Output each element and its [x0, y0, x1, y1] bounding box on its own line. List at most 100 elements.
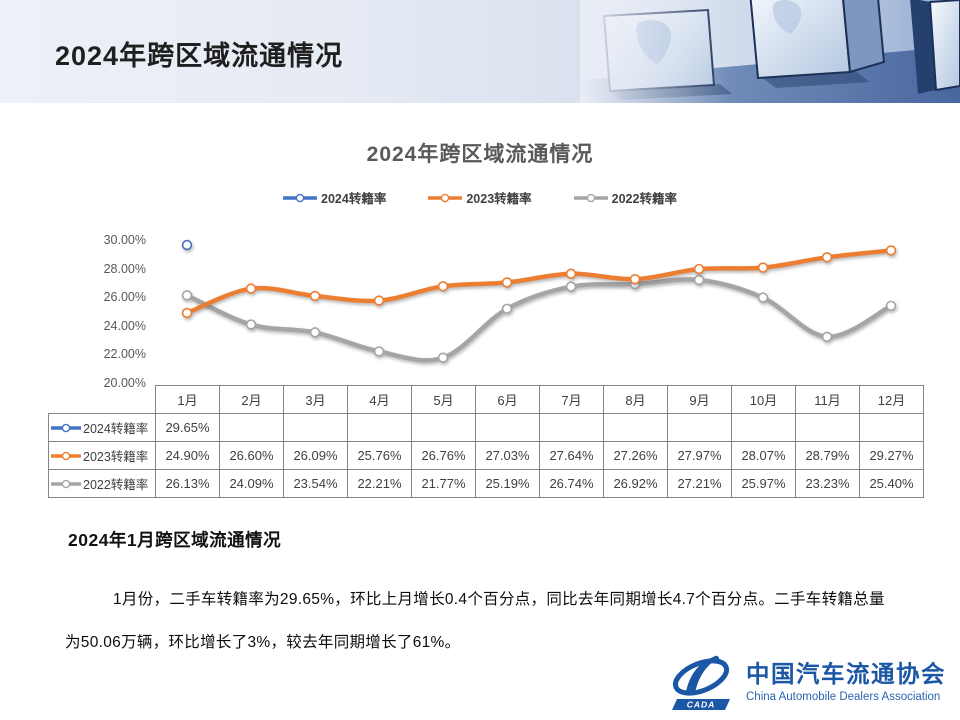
- data-point-marker: [693, 274, 705, 286]
- value-cell: 29.65%: [155, 413, 220, 442]
- series-2024转籍率: [181, 239, 193, 251]
- data-point-marker: [501, 303, 513, 314]
- value-cell: [731, 413, 796, 442]
- series-label-cell: 2022转籍率: [48, 469, 156, 498]
- legend-marker-icon: [428, 193, 463, 202]
- value-cell: 24.09%: [219, 469, 284, 498]
- legend-marker-icon: [51, 451, 81, 460]
- value-cell: 27.03%: [475, 441, 540, 470]
- data-point-marker: [885, 245, 897, 256]
- data-point-marker: [373, 346, 385, 357]
- series-2023转籍率: [181, 245, 897, 319]
- value-cell: 28.07%: [731, 441, 796, 470]
- legend-marker-icon: [283, 193, 318, 202]
- legend-marker-icon: [51, 423, 81, 432]
- value-cell: 27.26%: [603, 441, 668, 470]
- data-point-marker: [181, 239, 193, 251]
- y-axis-label: 26.00%: [103, 290, 146, 305]
- month-header-cell: 10月: [731, 385, 796, 414]
- legend-label: 2022转籍率: [611, 192, 677, 206]
- data-point-marker: [309, 327, 321, 338]
- value-cell: 25.97%: [731, 469, 796, 498]
- data-point-marker: [437, 352, 449, 363]
- series-label-cell: 2023转籍率: [48, 441, 156, 470]
- data-point-marker: [181, 307, 193, 319]
- org-name-en: China Automobile Dealers Association: [746, 690, 941, 703]
- chart-legend: 2024转籍率 2023转籍率 2022转籍率: [0, 188, 960, 207]
- series-line: [184, 248, 894, 316]
- value-cell: 26.09%: [283, 441, 348, 470]
- series-label-text: 2022转籍率: [83, 478, 149, 492]
- data-point-marker: [885, 300, 897, 311]
- slide-header: 2024年跨区域流通情况: [0, 0, 960, 103]
- value-cell: 23.23%: [795, 469, 860, 498]
- value-cell: [283, 413, 348, 442]
- footer-logo: CADA 中国汽车流通协会 China Automobile Dealers A…: [667, 654, 946, 712]
- data-point-marker: [693, 263, 705, 275]
- month-header-cell: 8月: [603, 385, 668, 414]
- series-label: 2022转籍率: [51, 474, 155, 493]
- data-point-marker: [757, 292, 769, 303]
- value-cell: 23.54%: [283, 469, 348, 498]
- series-2022转籍率: [181, 274, 897, 363]
- value-cell: 25.76%: [347, 441, 412, 470]
- paragraph-line-1: 1月份，二手车转籍率为29.65%，环比上月增长0.4个百分点，同比去年同期增长…: [113, 591, 885, 608]
- value-cell: 29.27%: [859, 441, 924, 470]
- month-header-cell: 2月: [219, 385, 284, 414]
- y-axis-label: 30.00%: [103, 233, 146, 247]
- y-axis-label: 24.00%: [103, 318, 146, 333]
- data-point-marker: [565, 281, 577, 292]
- data-point-marker: [821, 331, 833, 343]
- value-cell: 27.21%: [667, 469, 732, 498]
- legend-label: 2023转籍率: [466, 192, 532, 206]
- table-row: 2022转籍率 26.13% 24.09% 23.54% 22.21% 21.77% 25.…: [48, 469, 924, 498]
- value-cell: 25.40%: [859, 469, 924, 498]
- data-point-marker: [629, 273, 641, 285]
- data-point-marker: [373, 295, 385, 306]
- blue-cubes-decoration-image: [580, 0, 960, 103]
- value-cell: 27.97%: [667, 441, 732, 470]
- data-point-marker: [821, 252, 833, 263]
- month-header-cell: 3月: [283, 385, 348, 414]
- value-cell: 26.92%: [603, 469, 668, 498]
- series-label-cell: 2024转籍率: [48, 413, 156, 442]
- y-axis-label: 28.00%: [103, 261, 146, 276]
- series-label-text: 2024转籍率: [83, 422, 149, 436]
- section-heading: 2024年1月跨区域流通情况: [68, 530, 282, 550]
- data-point-marker: [245, 319, 257, 330]
- y-axis-label: 20.00%: [103, 375, 146, 390]
- table-corner-cell: [49, 386, 156, 414]
- value-cell: 27.64%: [539, 441, 604, 470]
- month-header-cell: 6月: [475, 385, 540, 414]
- data-point-marker: [245, 283, 257, 294]
- svg-text:CADA: CADA: [687, 700, 716, 710]
- series-label-text: 2023转籍率: [83, 450, 149, 464]
- legend-marker-icon: [573, 193, 608, 202]
- table-row: 2023转籍率 24.90% 26.60% 26.09% 25.76% 26.76% 27.…: [48, 441, 924, 470]
- paragraph-line-2: 为50.06万辆，环比增长了3%，较去年同期增长了61%。: [65, 634, 461, 651]
- series-label: 2024转籍率: [51, 418, 155, 437]
- value-cell: [539, 413, 604, 442]
- month-header-cell: 9月: [667, 385, 732, 414]
- data-point-marker: [757, 262, 769, 273]
- data-point-marker: [181, 290, 193, 301]
- value-cell: 24.90%: [155, 441, 220, 470]
- value-cell: 26.76%: [411, 441, 476, 470]
- data-point-marker: [565, 268, 577, 279]
- table-row: 2024转籍率 29.65%: [48, 413, 924, 442]
- series-label: 2023转籍率: [51, 446, 155, 465]
- legend-item: 2022转籍率: [573, 188, 677, 207]
- month-header-cell: 7月: [539, 385, 604, 414]
- month-header-cell: 4月: [347, 385, 412, 414]
- data-point-marker: [309, 290, 321, 302]
- legend-marker-icon: [51, 479, 81, 488]
- page-title: 2024年跨区域流通情况: [55, 41, 344, 71]
- value-cell: 26.74%: [539, 469, 604, 498]
- org-name-cn: 中国汽车流通协会: [746, 661, 946, 688]
- value-cell: [859, 413, 924, 442]
- value-cell: [603, 413, 668, 442]
- month-header-cell: 12月: [859, 385, 924, 414]
- data-point-marker: [501, 277, 513, 288]
- legend-label: 2024转籍率: [321, 192, 387, 206]
